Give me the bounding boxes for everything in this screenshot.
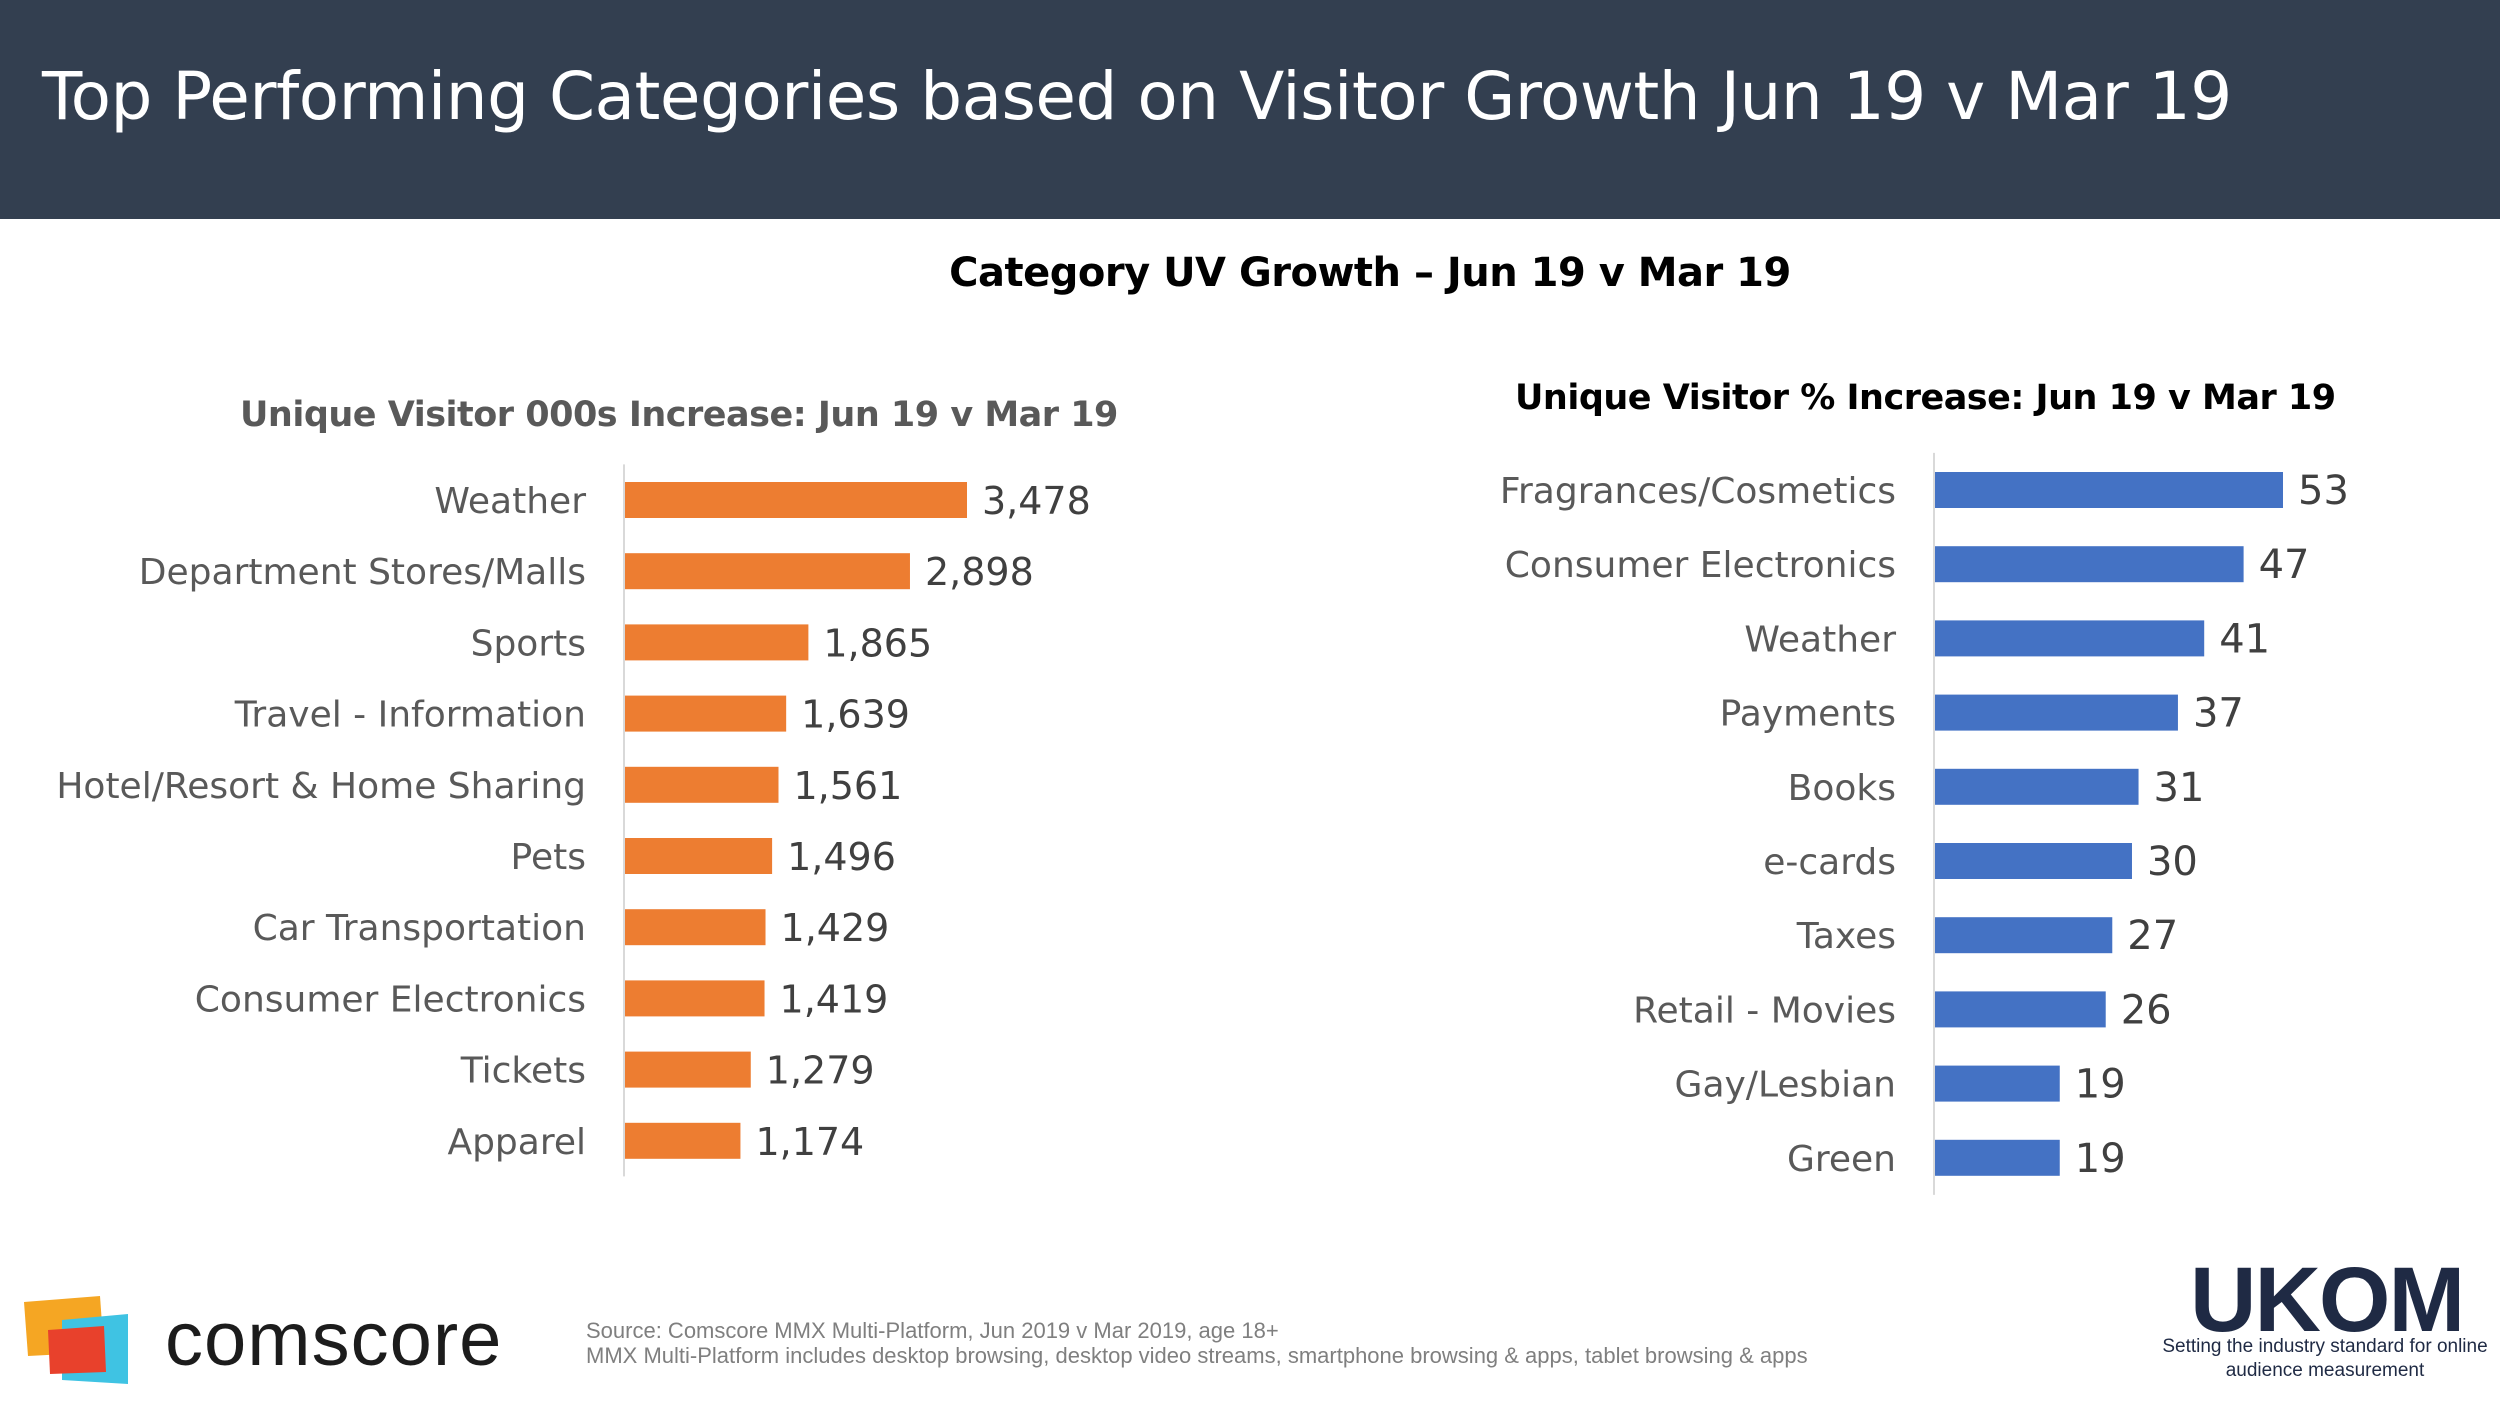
left-category-label: Sports [471,623,586,664]
left-category-label: Consumer Electronics [195,979,586,1020]
right-value-label: 19 [2075,1136,2126,1182]
left-category-label: Car Transportation [253,908,586,949]
right-category-label: Fragrances/Cosmetics [1500,471,1896,512]
left-bar [625,838,773,874]
left-category-label: Department Stores/Malls [139,552,586,593]
left-bar [625,980,765,1017]
right-value-label: 26 [2121,987,2172,1033]
left-value-label: 1,419 [780,977,889,1021]
right-value-label: 53 [2298,468,2349,514]
left-bar [625,1051,751,1088]
right-bar [1935,917,2113,954]
left-bar [625,624,809,661]
right-category-label: Retail - Movies [1633,990,1896,1031]
right-category-label: Consumer Electronics [1505,545,1896,586]
ukom-tagline: Setting the industry standard for online… [2162,1336,2488,1381]
left-category-label: Travel - Information [234,695,586,736]
right-category-label: Payments [1720,694,1896,735]
left-category-label: Apparel [447,1122,586,1163]
footer-source: Source: Comscore MMX Multi-Platform, Jun… [586,1318,1808,1368]
right-category-label: Weather [1744,619,1896,660]
left-category-label: Hotel/Resort & Home Sharing [56,766,586,807]
right-bar [1935,1065,2060,1102]
left-category-label: Pets [511,837,586,878]
right-bar [1935,472,2283,508]
page-title: Top Performing Categories based on Visit… [42,58,2232,135]
comscore-wordmark: comscore [165,1297,503,1382]
right-category-label: Green [1787,1139,1896,1180]
right-bar [1935,694,2178,731]
left-value-label: 1,429 [781,906,890,950]
right-value-label: 37 [2193,691,2244,737]
right-value-label: 19 [2075,1062,2126,1108]
left-value-label: 1,279 [766,1049,875,1093]
right-bar [1935,546,2244,583]
right-value-label: 31 [2154,765,2205,811]
left-value-label: 1,865 [823,621,932,665]
main-chart-title: Category UV Growth – Jun 19 v Mar 19 [949,250,1791,296]
source-line-1: Source: Comscore MMX Multi-Platform, Jun… [586,1318,1279,1343]
right-category-label: Taxes [1796,916,1896,957]
right-bar [1935,991,2106,1028]
left-bar [625,482,967,518]
right-value-label: 47 [2259,542,2310,588]
ukom-logo-text: UKOM [2190,1255,2463,1345]
left-value-label: 2,898 [925,550,1034,594]
right-bar [1935,768,2139,805]
header-banner: Top Performing Categories based on Visit… [0,0,2500,219]
left-bar [625,909,766,946]
source-line-2: MMX Multi-Platform includes desktop brow… [586,1343,1808,1368]
left-value-label: 1,174 [755,1120,864,1164]
right-category-label: Books [1788,768,1896,809]
left-bar [625,766,779,803]
right-bar [1935,843,2132,879]
left-bar [625,1122,741,1159]
right-category-label: e-cards [1763,842,1896,883]
left-value-label: 1,561 [793,764,902,808]
left-bar [625,553,910,590]
ukom-logo: UKOM [2190,1255,2465,1345]
left-value-label: 3,478 [982,479,1091,523]
left-value-label: 1,496 [787,835,896,879]
right-category-label: Gay/Lesbian [1675,1065,1896,1106]
right-bar [1935,620,2205,657]
left-category-label: Weather [434,481,586,522]
right-value-label: 30 [2147,839,2198,885]
right-value-label: 41 [2219,616,2270,662]
left-category-label: Tickets [460,1051,586,1092]
left-chart-title: Unique Visitor 000s Increase: Jun 19 v M… [240,395,1118,435]
right-bar [1935,1139,2060,1176]
left-bar [625,695,787,732]
left-value-label: 1,639 [801,693,910,737]
right-chart-title: Unique Visitor % Increase: Jun 19 v Mar … [1515,378,2336,418]
right-value-label: 27 [2127,913,2178,959]
